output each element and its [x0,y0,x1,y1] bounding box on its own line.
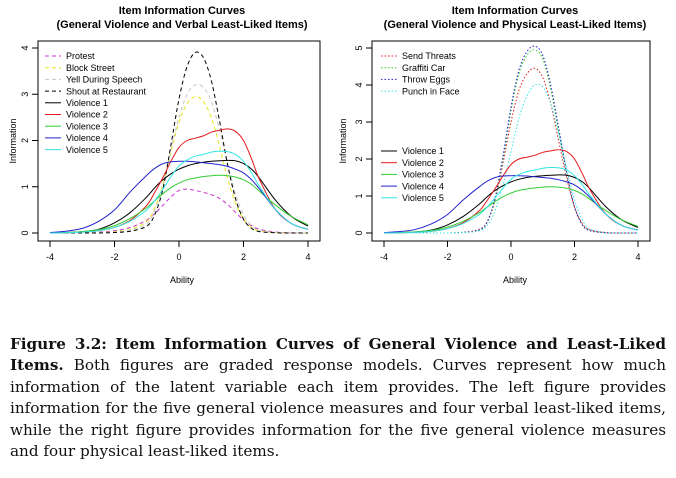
legend-label: Violence 5 [402,193,444,203]
series-line-send-threats [384,67,639,234]
series-line-violence-3 [49,174,309,234]
x-tick-label: 0 [508,252,513,262]
legend-label: Throw Eggs [402,75,451,85]
series-line-violence-4 [49,160,309,233]
y-tick-label: 0 [354,230,364,235]
x-tick-label: -4 [380,252,388,262]
legend-label: Yell During Speech [66,75,142,85]
series-line-violence-3 [383,186,639,234]
series-line-violence-5 [49,150,309,234]
chart-panel-1: Item Information Curves (General Violence… [8,5,321,285]
legend-label: Violence 3 [402,170,444,180]
y-tick-label: 1 [354,193,364,198]
y-tick-label: 4 [20,45,30,50]
legend-label: Graffiti Car [402,63,445,73]
caption-label: Figure 3.2: [10,335,107,353]
legend-label: Shout at Restaurant [66,86,147,96]
caption-title: Item Information Curves of General Viole… [10,335,666,375]
x-axis-label: Ability [503,275,528,285]
legend-label: Violence 3 [66,121,108,131]
chart-title: Item Information Curves [119,5,246,17]
legend-label: Punch in Face [402,86,460,96]
series-line-violence-4 [383,175,639,234]
legend-label: Violence 1 [402,146,444,156]
figure-caption: Figure 3.2: Item Information Curves of G… [10,334,666,462]
legend-label: Protest [66,51,95,61]
y-tick-label: 2 [20,138,30,143]
legend-label: Violence 4 [66,133,108,143]
y-axis-label: Information [8,118,18,163]
x-tick-label: 2 [241,252,246,262]
x-tick-label: 4 [305,252,310,262]
x-tick-label: 0 [176,252,181,262]
series-line-shout-at-restaurant [50,51,308,234]
figure: Item Information Curves (General Violence… [8,5,651,285]
y-axis-label: Information [338,118,348,163]
x-tick-label: 2 [572,252,577,262]
y-tick-label: 0 [20,230,30,235]
series-line-violence-1 [49,159,309,234]
x-tick-label: -4 [46,252,54,262]
series-line-graffiti-car [384,49,638,234]
legend-label: Violence 4 [402,181,444,191]
series-line-protest [49,188,309,234]
y-tick-label: 3 [354,119,364,124]
series-line-throw-eggs [384,45,638,234]
x-tick-label: -2 [110,252,118,262]
legend-label: Violence 5 [66,145,108,155]
legend-label: Block Street [66,63,115,73]
chart-subtitle: (General Violence and Verbal Least-Liked… [56,19,307,31]
chart-panel-2: Item Information Curves (General Violence… [338,5,651,285]
legend-label: Violence 2 [402,158,444,168]
chart-title: Item Information Curves [452,5,579,17]
charts-svg: Item Information Curves (General Violence… [8,5,651,285]
x-tick-label: -2 [443,252,451,262]
caption-body: Both figures are graded response models.… [10,356,666,461]
legend-label: Violence 2 [66,110,108,120]
legend-label: Violence 1 [66,98,108,108]
legend-label: Send Threats [402,51,456,61]
y-tick-label: 5 [354,45,364,50]
y-tick-label: 3 [20,92,30,97]
legend: Send Threats Graffiti Car Throw EggsPunch … [381,51,460,203]
series-line-violence-5 [383,166,639,234]
legend: Protest Block Street Yell During SpeechSho… [45,51,147,155]
y-tick-label: 2 [354,156,364,161]
x-tick-label: 4 [635,252,640,262]
series-line-violence-1 [383,174,639,234]
y-tick-label: 4 [354,82,364,87]
y-tick-label: 1 [20,184,30,189]
x-axis-label: Ability [170,275,195,285]
chart-subtitle: (General Violence and Physical Least-Lik… [384,19,647,31]
